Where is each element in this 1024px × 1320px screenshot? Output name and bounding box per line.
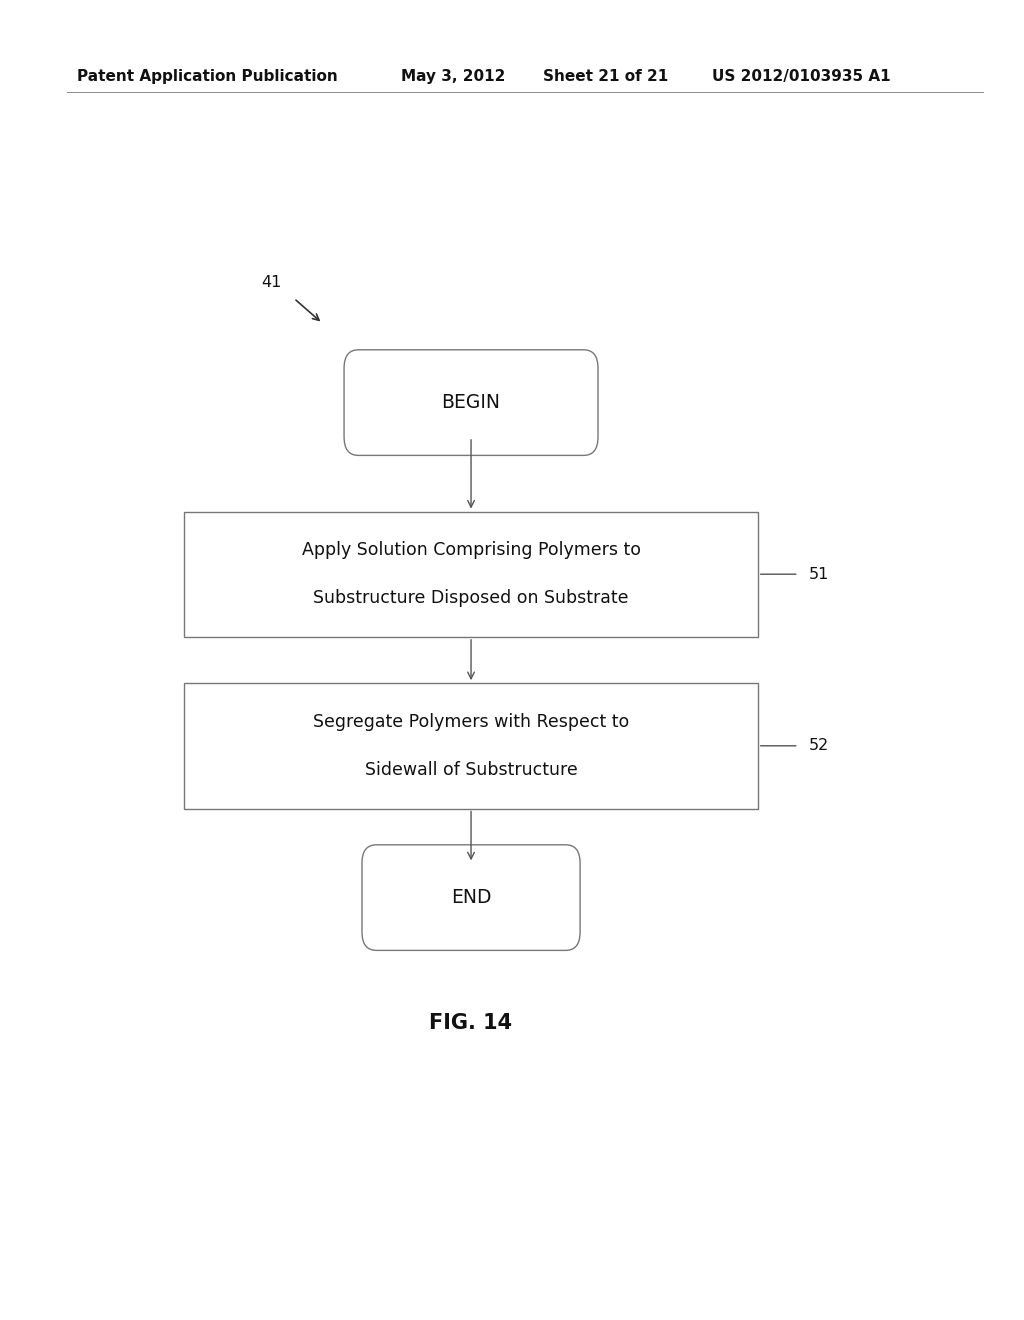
Text: 52: 52	[809, 738, 829, 754]
Text: 41: 41	[261, 275, 282, 290]
Text: 51: 51	[809, 566, 829, 582]
FancyBboxPatch shape	[344, 350, 598, 455]
FancyBboxPatch shape	[184, 682, 758, 808]
Text: May 3, 2012: May 3, 2012	[401, 69, 506, 84]
Text: US 2012/0103935 A1: US 2012/0103935 A1	[712, 69, 890, 84]
Text: Sheet 21 of 21: Sheet 21 of 21	[543, 69, 668, 84]
Text: END: END	[451, 888, 492, 907]
Text: Substructure Disposed on Substrate: Substructure Disposed on Substrate	[313, 589, 629, 607]
Text: Patent Application Publication: Patent Application Publication	[77, 69, 338, 84]
Text: BEGIN: BEGIN	[441, 393, 501, 412]
Text: Apply Solution Comprising Polymers to: Apply Solution Comprising Polymers to	[301, 541, 641, 560]
Text: FIG. 14: FIG. 14	[429, 1012, 513, 1034]
FancyBboxPatch shape	[184, 512, 758, 638]
Text: Segregate Polymers with Respect to: Segregate Polymers with Respect to	[313, 713, 629, 731]
Text: Sidewall of Substructure: Sidewall of Substructure	[365, 760, 578, 779]
FancyBboxPatch shape	[362, 845, 580, 950]
